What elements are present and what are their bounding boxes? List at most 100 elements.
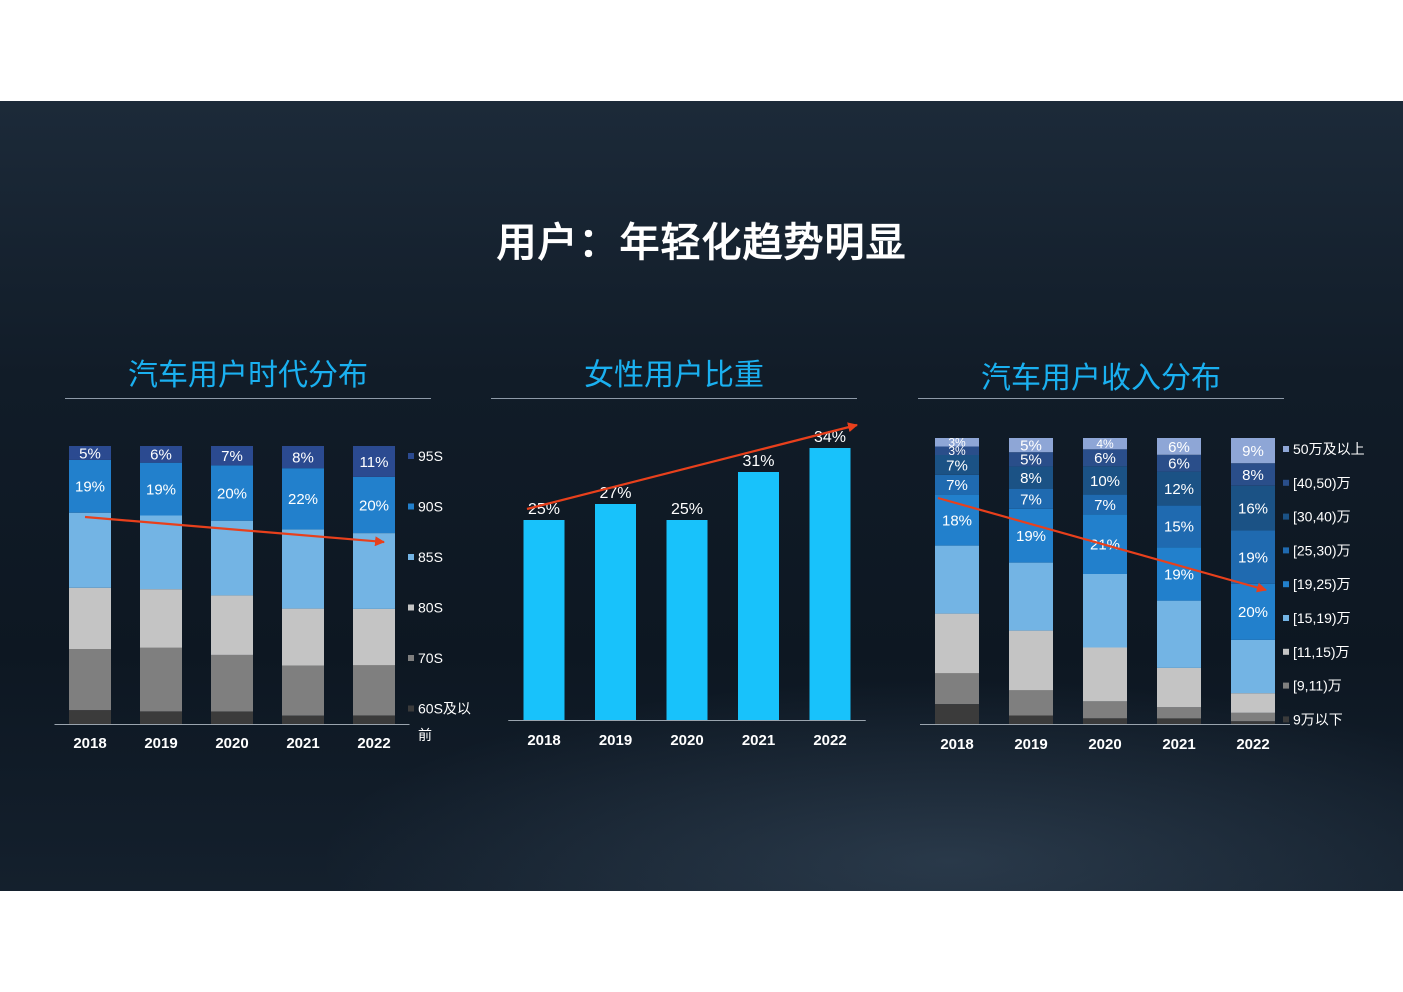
panel-title-female: 女性用户比重 bbox=[584, 358, 764, 393]
chart0-legend-label: 70S bbox=[418, 650, 443, 666]
chart2-legend-label: [15,19)万 bbox=[1293, 610, 1351, 626]
chart1-data-label: 25% bbox=[671, 501, 703, 518]
chart0-bar-2019-1 bbox=[140, 647, 182, 712]
chart0-bar-2021-4 bbox=[282, 468, 324, 530]
chart2-data-label: 18% bbox=[942, 513, 972, 530]
chart2-bar-2020-5 bbox=[1083, 494, 1127, 515]
chart0-bar-2019-5 bbox=[140, 446, 182, 463]
chart2-data-label: 20% bbox=[1238, 604, 1268, 621]
chart2-data-label: 7% bbox=[946, 477, 968, 494]
chart0-bar-2021-5 bbox=[282, 446, 324, 469]
chart2-data-label: 19% bbox=[1016, 528, 1046, 545]
chart1-tick-label: 2022 bbox=[813, 732, 846, 749]
chart1-bar-2022 bbox=[809, 448, 851, 720]
chart2-bar-2022-7 bbox=[1231, 463, 1275, 486]
chart0-data-label: 7% bbox=[221, 448, 243, 465]
slide-title: 用户：年轻化趋势明显 bbox=[496, 220, 907, 266]
chart2-data-label: 6% bbox=[1168, 456, 1190, 473]
chart2-bar-2021-0 bbox=[1157, 718, 1201, 724]
chart2-bar-2021-1 bbox=[1157, 707, 1201, 719]
chart2-data-label: 4% bbox=[1096, 437, 1114, 451]
trend-arrow-era bbox=[84, 515, 385, 547]
chart0-bar-2020-0 bbox=[211, 711, 253, 724]
chart0-data-label: 19% bbox=[146, 482, 176, 499]
chart2-data-label: 3% bbox=[948, 436, 966, 450]
chart2-data-label: 12% bbox=[1164, 481, 1194, 498]
chart2-bar-2020-8 bbox=[1083, 438, 1127, 450]
chart2-legend-swatch bbox=[1283, 513, 1289, 520]
chart2-legend-swatch bbox=[1283, 648, 1289, 655]
trend-arrow-income bbox=[937, 496, 1267, 593]
chart2-data-label: 19% bbox=[1164, 566, 1194, 583]
chart2-bar-2021-6 bbox=[1157, 471, 1201, 506]
chart0-legend-label: 95S bbox=[418, 448, 443, 464]
chart2-data-label: 19% bbox=[1238, 550, 1268, 567]
chart2-data-label: 5% bbox=[1020, 452, 1042, 469]
panel-divider-female bbox=[491, 398, 857, 399]
chart0-bar-2020-5 bbox=[211, 446, 253, 466]
chart2-bar-2019-3 bbox=[1009, 562, 1053, 631]
panel-title-income: 汽车用户收入分布 bbox=[981, 361, 1221, 396]
chart1-tick-label: 2018 bbox=[527, 732, 560, 749]
chart0-legend-swatch bbox=[408, 604, 414, 611]
chart2-bar-2019-5 bbox=[1009, 489, 1053, 509]
chart0-bar-2018-0 bbox=[69, 710, 111, 724]
chart2-data-label: 16% bbox=[1238, 501, 1268, 518]
chart0-data-label: 20% bbox=[359, 497, 389, 514]
chart2-bar-2022-6 bbox=[1231, 485, 1275, 531]
chart2-bar-2018-5 bbox=[935, 474, 979, 495]
chart0-data-label: 5% bbox=[79, 445, 101, 462]
chart2-bar-2020-6 bbox=[1083, 466, 1127, 495]
chart2-bar-2022-3 bbox=[1231, 639, 1275, 694]
chart2-legend-swatch bbox=[1283, 547, 1289, 554]
chart0-data-label: 20% bbox=[217, 485, 247, 502]
chart0-bar-2022-5 bbox=[353, 446, 395, 477]
chart2-data-label: 7% bbox=[1020, 491, 1042, 508]
chart0-bar-2021-1 bbox=[282, 665, 324, 716]
chart0-bar-2018-3 bbox=[69, 512, 111, 588]
chart2-bar-2018-7 bbox=[935, 446, 979, 455]
chart2-bar-2021-3 bbox=[1157, 600, 1201, 668]
chart0-legend-label: 60S及以 bbox=[418, 701, 471, 717]
chart0-data-label: 22% bbox=[288, 491, 318, 508]
chart0-legend-label-wrap: 前 bbox=[418, 727, 432, 743]
chart2-bar-2019-8 bbox=[1009, 438, 1053, 453]
chart2-data-label: 7% bbox=[946, 457, 968, 474]
chart2-data-label: 6% bbox=[1168, 439, 1190, 456]
chart0-legend-swatch bbox=[408, 453, 414, 459]
chart2-legend-swatch bbox=[1283, 446, 1289, 452]
chart0-bar-2018-4 bbox=[69, 459, 111, 513]
chart2-data-label: 15% bbox=[1164, 519, 1194, 536]
chart0-bar-2020-4 bbox=[211, 465, 253, 521]
chart0-bar-2021-0 bbox=[282, 715, 324, 724]
chart2-bar-2018-8 bbox=[935, 438, 979, 447]
chart2-tick-label: 2022 bbox=[1236, 736, 1269, 753]
chart0-legend-label: 90S bbox=[418, 499, 443, 515]
chart0-bar-2020-3 bbox=[211, 520, 253, 596]
chart0-tick-label: 2021 bbox=[286, 735, 319, 752]
chart0-tick-label: 2020 bbox=[215, 735, 248, 752]
chart0-data-label: 8% bbox=[292, 450, 314, 467]
chart2-legend-label: [25,30)万 bbox=[1293, 542, 1351, 558]
chart0-bar-2018-1 bbox=[69, 648, 111, 711]
chart0-legend-label: 85S bbox=[418, 549, 443, 565]
chart2-bar-2022-1 bbox=[1231, 712, 1275, 722]
chart2-legend-swatch bbox=[1283, 479, 1289, 486]
chart0-bar-2019-2 bbox=[140, 589, 182, 648]
trend-arrow-female bbox=[526, 422, 858, 511]
chart2-legend-swatch bbox=[1283, 682, 1289, 689]
chart2-bar-2019-0 bbox=[1009, 715, 1053, 724]
chart2-bar-2022-4 bbox=[1231, 583, 1275, 640]
chart2-bar-2020-1 bbox=[1083, 701, 1127, 719]
chart2-bar-2020-7 bbox=[1083, 449, 1127, 467]
chart2-bar-2021-4 bbox=[1157, 547, 1201, 601]
chart2-bar-2022-8 bbox=[1231, 438, 1275, 464]
chart0-data-label: 11% bbox=[360, 454, 389, 471]
chart0-bar-2022-3 bbox=[353, 533, 395, 609]
chart0-bar-2019-0 bbox=[140, 711, 182, 724]
chart1-data-label: 25% bbox=[528, 501, 560, 518]
chart1-bar-2021 bbox=[738, 472, 779, 720]
chart0-legend-swatch bbox=[408, 705, 414, 712]
chart2-bar-2018-0 bbox=[935, 704, 979, 724]
